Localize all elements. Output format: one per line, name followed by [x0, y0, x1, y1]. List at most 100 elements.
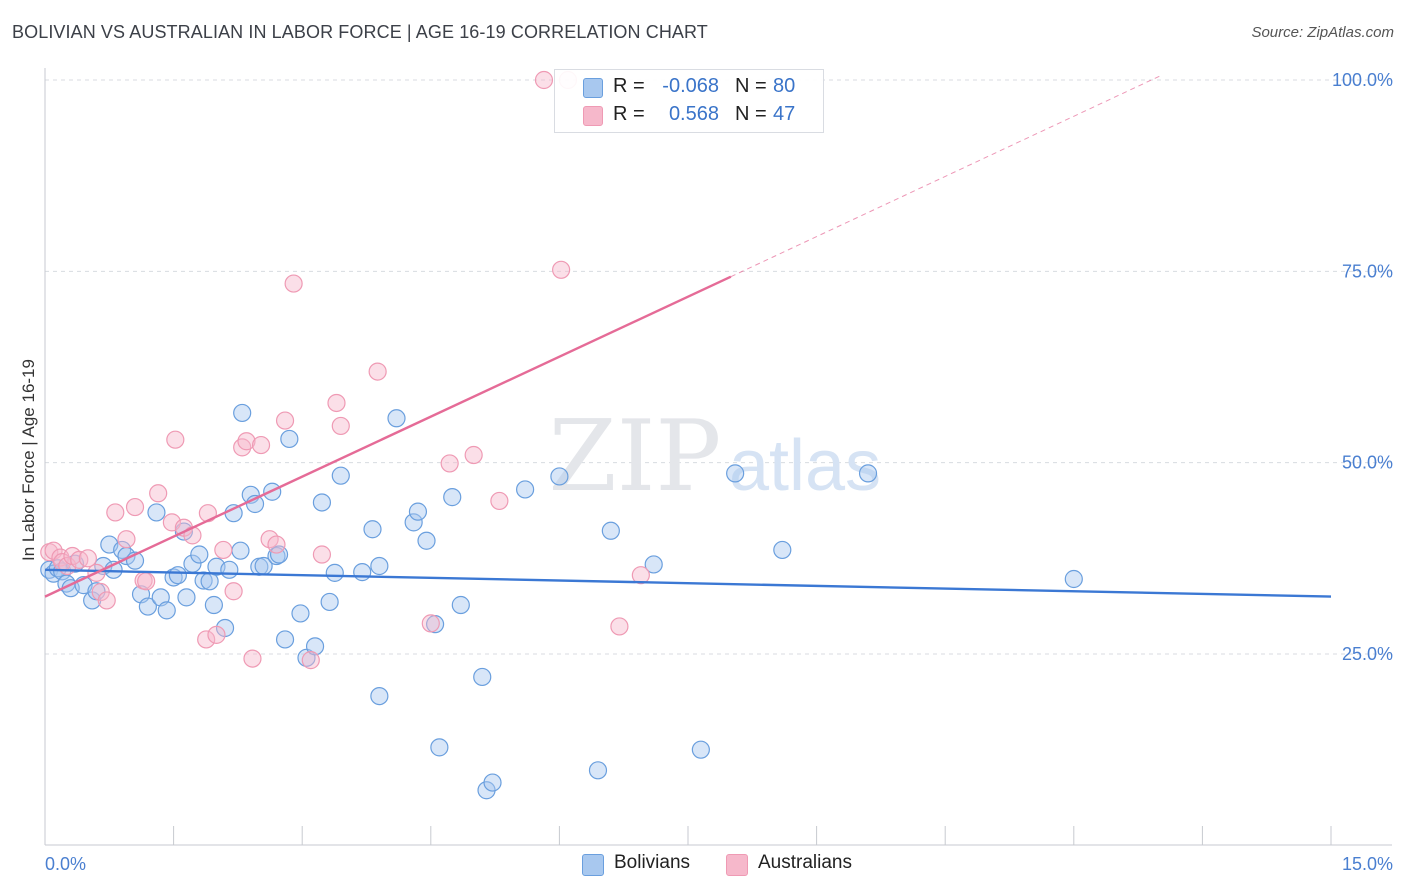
bolivian-point — [147, 503, 166, 522]
australian-point — [106, 503, 125, 522]
r-label: R = — [613, 103, 645, 125]
bolivian-point — [483, 773, 502, 792]
x-tick-labels: 0.0% 15.0% — [45, 854, 1393, 874]
australian-point — [137, 572, 156, 591]
bolivian-point — [417, 531, 436, 550]
y-tick-label: 75.0% — [1342, 261, 1393, 281]
n-label: N = — [735, 75, 767, 97]
australian-point — [312, 545, 332, 564]
australian-point — [552, 260, 571, 279]
australian-point — [251, 435, 271, 455]
bolivian-point — [858, 464, 878, 483]
watermark-atlas: atlas — [729, 426, 881, 506]
bolivian-point — [291, 604, 310, 623]
bolivian-point — [157, 601, 176, 620]
australian-point — [197, 630, 216, 649]
legend-swatch-blue — [582, 854, 604, 876]
australian-point — [490, 491, 509, 511]
source-credit: Source: ZipAtlas.com — [1251, 24, 1394, 41]
bolivian-point — [1064, 569, 1083, 589]
australian-point — [331, 416, 350, 436]
bolivian-point — [404, 513, 423, 532]
y-tick-label: 25.0% — [1342, 644, 1393, 664]
legend-swatch-pink — [583, 106, 603, 126]
australians-trend-dashed — [730, 75, 1160, 278]
bolivian-point — [601, 521, 620, 540]
bolivian-point — [370, 556, 389, 576]
bolivian-point — [220, 560, 239, 579]
bolivian-point — [588, 761, 608, 780]
n-label: N = — [735, 103, 767, 125]
bolivian-point — [451, 595, 470, 615]
australian-point — [117, 530, 136, 549]
legend-row-australians: R = 0.568 N = 47 — [555, 101, 823, 129]
australian-point — [421, 614, 440, 633]
legend-swatch-pink — [726, 854, 748, 876]
bolivian-point — [275, 630, 295, 649]
watermark-zip: ZIP — [549, 400, 722, 514]
bolivian-point — [325, 563, 344, 582]
bolivian-point — [370, 686, 389, 706]
bolivian-point — [443, 488, 462, 507]
australian-point — [224, 582, 243, 601]
gridlines — [45, 79, 1392, 655]
bolivian-point — [550, 467, 569, 486]
australian-point — [368, 362, 387, 381]
australians-trend-solid — [44, 275, 732, 598]
australian-point — [214, 540, 233, 560]
r-value: -0.068 — [662, 75, 719, 97]
australian-point — [534, 70, 554, 90]
australian-point — [97, 591, 116, 610]
y-tick-labels: 25.0% 50.0% 75.0% 100.0% — [1332, 70, 1393, 664]
bolivian-point — [516, 480, 535, 499]
australian-point — [237, 432, 256, 451]
bolivian-point — [305, 637, 325, 656]
bolivians-points — [40, 403, 1083, 800]
australian-point — [327, 393, 346, 413]
legend-label: Australians — [758, 852, 852, 873]
australian-point — [243, 649, 262, 668]
australian-point — [207, 625, 226, 644]
bolivian-point — [320, 592, 339, 612]
bolivian-point — [168, 566, 187, 585]
bolivian-point — [177, 588, 196, 607]
chart-title: BOLIVIAN VS AUSTRALIAN IN LABOR FORCE | … — [12, 22, 708, 42]
x-tick-label-min: 0.0% — [45, 854, 86, 874]
series-legend: Bolivians Australians — [0, 852, 1406, 878]
x-tick-label-max: 15.0% — [1342, 854, 1393, 874]
bolivians-trend-solid — [44, 568, 1332, 598]
bolivian-point — [726, 464, 745, 483]
australians-points — [40, 70, 650, 670]
r-value: 0.568 — [668, 103, 719, 125]
australian-point — [149, 484, 168, 503]
y-tick-label: 50.0% — [1342, 453, 1393, 473]
australian-point — [275, 411, 295, 430]
bolivian-point — [312, 493, 332, 512]
bolivian-point — [387, 409, 406, 428]
bolivian-point — [353, 563, 372, 582]
bolivian-point — [473, 667, 492, 687]
bolivian-point — [363, 520, 382, 539]
australian-point — [631, 566, 650, 585]
australian-point — [301, 651, 320, 670]
australian-point — [166, 430, 185, 449]
bolivian-point — [138, 597, 157, 616]
bolivian-point — [224, 504, 243, 523]
bolivian-point — [691, 740, 710, 759]
n-value: 47 — [773, 103, 796, 125]
legend-swatch-blue — [583, 78, 603, 98]
y-tick-label: 100.0% — [1332, 70, 1393, 90]
watermark: ZIP atlas — [549, 400, 881, 514]
bolivian-point — [430, 738, 449, 757]
australian-point — [464, 445, 483, 465]
axes — [44, 68, 1392, 846]
australian-point — [125, 497, 145, 517]
trend-lines — [44, 75, 1332, 598]
bolivian-point — [773, 540, 792, 560]
r-label: R = — [613, 75, 645, 97]
bolivian-point — [280, 429, 299, 449]
bolivian-point — [233, 403, 252, 423]
bolivian-point — [190, 545, 209, 564]
australian-point — [267, 535, 286, 554]
